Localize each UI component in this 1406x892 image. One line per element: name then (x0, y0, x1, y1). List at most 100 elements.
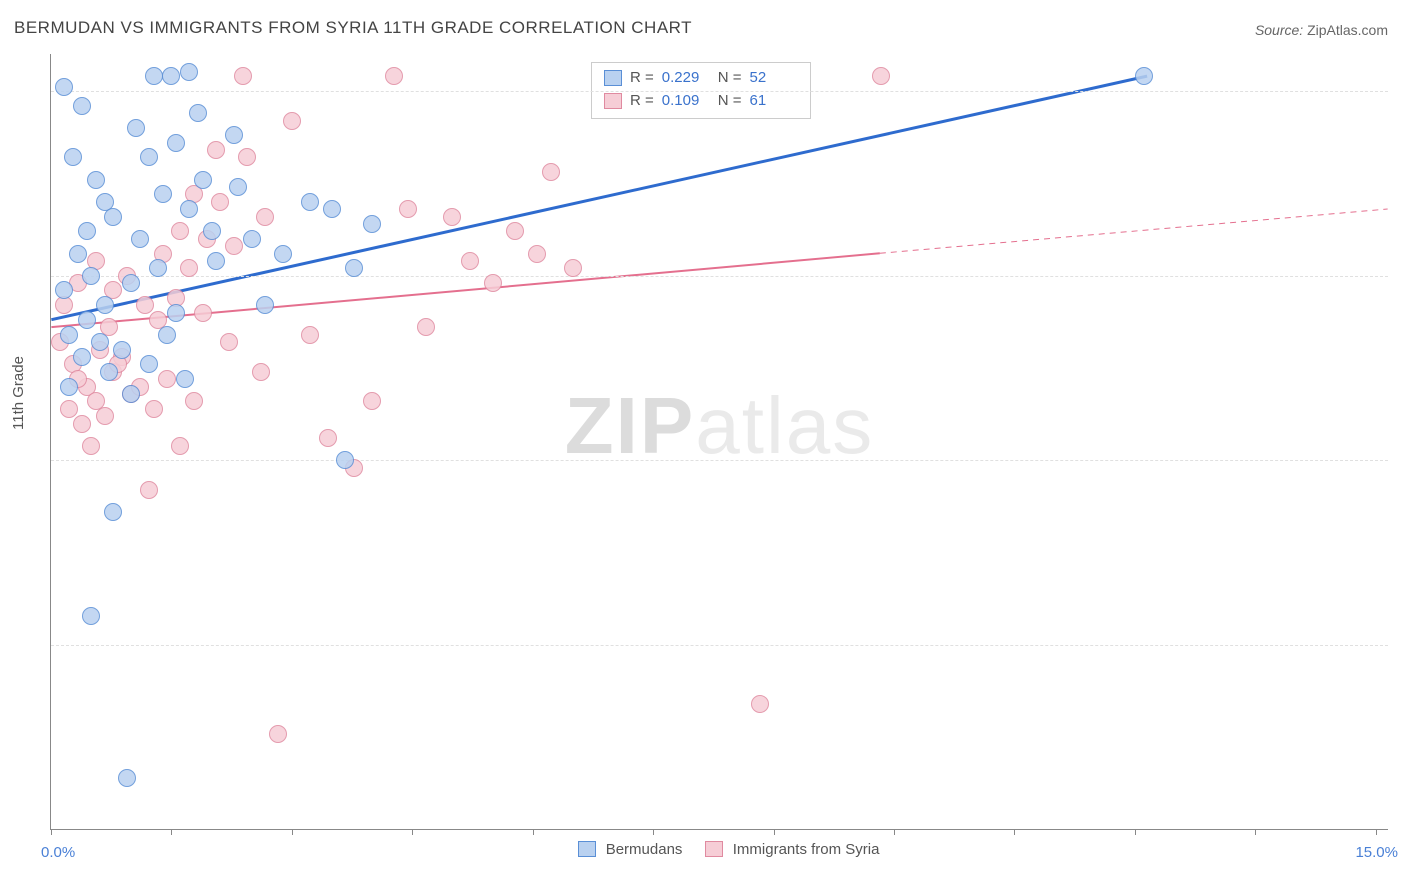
scatter-point-bermudans (167, 304, 185, 322)
scatter-point-syria (484, 274, 502, 292)
scatter-point-syria (82, 437, 100, 455)
scatter-point-bermudans (73, 348, 91, 366)
scatter-point-syria (185, 392, 203, 410)
scatter-point-syria (73, 415, 91, 433)
scatter-point-syria (145, 400, 163, 418)
scatter-point-syria (225, 237, 243, 255)
legend-bottom: Bermudans Immigrants from Syria (51, 841, 1388, 859)
r-label: R = (630, 67, 654, 90)
scatter-point-bermudans (100, 363, 118, 381)
x-tick (292, 829, 293, 835)
r-value-syria: 0.109 (662, 90, 710, 113)
scatter-point-syria (301, 326, 319, 344)
x-tick (171, 829, 172, 835)
trend-lines-svg (51, 54, 1388, 829)
swatch-icon (705, 841, 723, 857)
x-tick (533, 829, 534, 835)
scatter-point-bermudans (145, 67, 163, 85)
scatter-point-syria (140, 481, 158, 499)
scatter-point-syria (283, 112, 301, 130)
scatter-point-bermudans (118, 769, 136, 787)
scatter-point-syria (319, 429, 337, 447)
scatter-point-syria (528, 245, 546, 263)
scatter-point-bermudans (194, 171, 212, 189)
scatter-point-bermudans (345, 259, 363, 277)
scatter-point-bermudans (301, 193, 319, 211)
r-value-bermudans: 0.229 (662, 67, 710, 90)
scatter-point-syria (207, 141, 225, 159)
x-tick (51, 829, 52, 835)
scatter-point-bermudans (154, 185, 172, 203)
scatter-point-syria (256, 208, 274, 226)
scatter-point-bermudans (243, 230, 261, 248)
scatter-point-bermudans (189, 104, 207, 122)
scatter-point-syria (136, 296, 154, 314)
scatter-point-bermudans (78, 311, 96, 329)
swatch-icon (604, 93, 622, 109)
watermark-light: atlas (695, 381, 874, 470)
scatter-point-bermudans (149, 259, 167, 277)
scatter-point-syria (269, 725, 287, 743)
scatter-point-syria (171, 222, 189, 240)
scatter-point-bermudans (55, 78, 73, 96)
chart-plot-area: ZIPatlas R = 0.229 N = 52 R = 0.109 N = … (50, 54, 1388, 830)
scatter-point-bermudans (1135, 67, 1153, 85)
scatter-point-syria (252, 363, 270, 381)
scatter-point-bermudans (180, 200, 198, 218)
scatter-point-bermudans (203, 222, 221, 240)
r-label: R = (630, 90, 654, 113)
scatter-point-bermudans (140, 355, 158, 373)
scatter-point-bermudans (73, 97, 91, 115)
trend-line (880, 209, 1388, 253)
gridline (51, 91, 1388, 92)
swatch-icon (578, 841, 596, 857)
scatter-point-bermudans (82, 267, 100, 285)
scatter-point-syria (443, 208, 461, 226)
gridline (51, 276, 1388, 277)
scatter-point-syria (158, 370, 176, 388)
scatter-point-syria (171, 437, 189, 455)
scatter-point-bermudans (323, 200, 341, 218)
scatter-point-syria (194, 304, 212, 322)
scatter-point-bermudans (122, 274, 140, 292)
scatter-point-bermudans (225, 126, 243, 144)
scatter-point-bermudans (131, 230, 149, 248)
scatter-point-bermudans (113, 341, 131, 359)
scatter-point-syria (872, 67, 890, 85)
scatter-point-bermudans (122, 385, 140, 403)
scatter-point-syria (234, 67, 252, 85)
scatter-point-syria (180, 259, 198, 277)
scatter-point-bermudans (60, 326, 78, 344)
source-label: Source: (1255, 22, 1303, 38)
x-tick (894, 829, 895, 835)
scatter-point-bermudans (82, 607, 100, 625)
stats-row-syria: R = 0.109 N = 61 (604, 90, 798, 113)
scatter-point-bermudans (96, 296, 114, 314)
scatter-point-syria (220, 333, 238, 351)
scatter-point-bermudans (363, 215, 381, 233)
scatter-point-syria (506, 222, 524, 240)
x-tick (774, 829, 775, 835)
scatter-point-syria (363, 392, 381, 410)
scatter-point-syria (751, 695, 769, 713)
n-label: N = (718, 67, 742, 90)
scatter-point-syria (542, 163, 560, 181)
x-tick (1376, 829, 1377, 835)
scatter-point-syria (96, 407, 114, 425)
scatter-point-bermudans (78, 222, 96, 240)
legend-label-syria: Immigrants from Syria (733, 841, 880, 858)
scatter-point-bermudans (87, 171, 105, 189)
scatter-point-bermudans (176, 370, 194, 388)
x-tick (412, 829, 413, 835)
source-attribution: Source: ZipAtlas.com (1255, 22, 1388, 38)
scatter-point-bermudans (127, 119, 145, 137)
scatter-point-bermudans (274, 245, 292, 263)
scatter-point-bermudans (336, 451, 354, 469)
scatter-point-syria (564, 259, 582, 277)
scatter-point-syria (211, 193, 229, 211)
x-tick (1014, 829, 1015, 835)
scatter-point-bermudans (256, 296, 274, 314)
scatter-point-bermudans (104, 503, 122, 521)
n-value-syria: 61 (750, 90, 798, 113)
scatter-point-syria (238, 148, 256, 166)
